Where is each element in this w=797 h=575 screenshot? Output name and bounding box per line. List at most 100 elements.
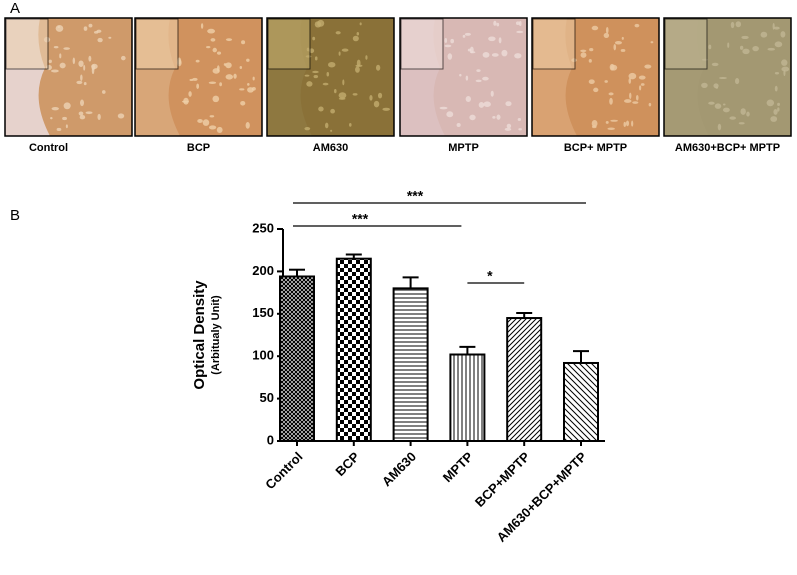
- spot: [85, 111, 93, 115]
- micrograph: [531, 17, 660, 137]
- spot: [465, 75, 469, 81]
- spot: [605, 26, 609, 34]
- spot: [80, 74, 83, 81]
- spot: [318, 106, 324, 112]
- spot: [212, 47, 217, 53]
- spot: [314, 56, 318, 61]
- spot: [322, 82, 329, 86]
- spot: [476, 69, 481, 72]
- spot: [240, 100, 246, 106]
- spot: [208, 125, 217, 130]
- inset: [532, 18, 576, 70]
- spot: [752, 45, 759, 52]
- spot: [781, 59, 788, 66]
- spot: [312, 36, 316, 41]
- spot: [505, 101, 512, 107]
- image-frame: [4, 17, 133, 137]
- spot: [717, 123, 722, 131]
- spot: [518, 20, 522, 27]
- spot: [620, 49, 626, 52]
- spot: [312, 70, 319, 74]
- spot: [233, 73, 237, 79]
- bar: [449, 353, 486, 442]
- spot: [609, 63, 615, 71]
- spot: [718, 76, 727, 80]
- spot: [359, 22, 362, 26]
- spot: [735, 78, 740, 85]
- spot: [580, 52, 587, 58]
- spot: [328, 61, 336, 68]
- spot: [722, 103, 726, 106]
- spot: [625, 120, 630, 127]
- spot: [330, 129, 333, 132]
- spot: [304, 74, 310, 77]
- spot: [225, 38, 233, 42]
- spot: [459, 73, 462, 77]
- spot: [605, 120, 609, 124]
- spot: [117, 113, 125, 119]
- micrograph: [266, 17, 395, 137]
- spot: [241, 40, 246, 45]
- spot: [450, 38, 455, 44]
- spot: [365, 55, 368, 60]
- spot: [783, 69, 786, 77]
- spot: [59, 62, 66, 69]
- spot: [516, 30, 524, 34]
- spot: [613, 43, 617, 51]
- spot: [773, 26, 780, 30]
- spot: [53, 45, 59, 49]
- spot: [444, 37, 448, 43]
- spot: [504, 127, 512, 131]
- image-caption: BCP: [187, 142, 210, 154]
- inset: [135, 18, 179, 70]
- inset: [400, 18, 444, 70]
- spot: [493, 20, 497, 26]
- tissue: [300, 18, 394, 136]
- spot: [349, 122, 352, 127]
- bar: [335, 257, 372, 442]
- spot: [183, 97, 189, 105]
- spot: [97, 113, 101, 120]
- spot: [335, 31, 341, 35]
- spot: [382, 107, 391, 111]
- x-tick-label: Control: [262, 449, 305, 492]
- spot: [306, 81, 313, 87]
- spot: [88, 23, 93, 28]
- spot: [475, 79, 482, 83]
- bar: [392, 287, 429, 442]
- spot: [614, 41, 622, 45]
- spot: [478, 101, 485, 108]
- spot: [714, 103, 722, 109]
- spot: [632, 101, 639, 104]
- spot: [196, 83, 200, 89]
- spot: [219, 82, 222, 87]
- spot: [62, 116, 67, 121]
- spot: [708, 44, 712, 50]
- spot: [88, 55, 92, 62]
- spot: [514, 53, 522, 59]
- spot: [72, 57, 76, 65]
- bar: [279, 275, 315, 442]
- spot: [197, 119, 203, 124]
- spot: [501, 49, 508, 57]
- spot: [774, 72, 780, 75]
- spot: [324, 122, 329, 129]
- micrograph: [663, 17, 792, 137]
- spot: [591, 120, 598, 127]
- spot: [48, 59, 52, 64]
- spot: [341, 48, 349, 52]
- inset: [664, 18, 708, 70]
- spot: [212, 95, 220, 103]
- spot: [640, 83, 645, 86]
- x-tick-label: AM630: [379, 449, 419, 489]
- spot: [216, 126, 223, 133]
- spot: [338, 51, 341, 56]
- spot: [76, 80, 83, 85]
- spot: [247, 82, 250, 86]
- spot: [202, 119, 210, 126]
- spot: [91, 67, 95, 75]
- spot: [773, 108, 778, 115]
- spot: [78, 60, 84, 68]
- spot: [83, 81, 87, 86]
